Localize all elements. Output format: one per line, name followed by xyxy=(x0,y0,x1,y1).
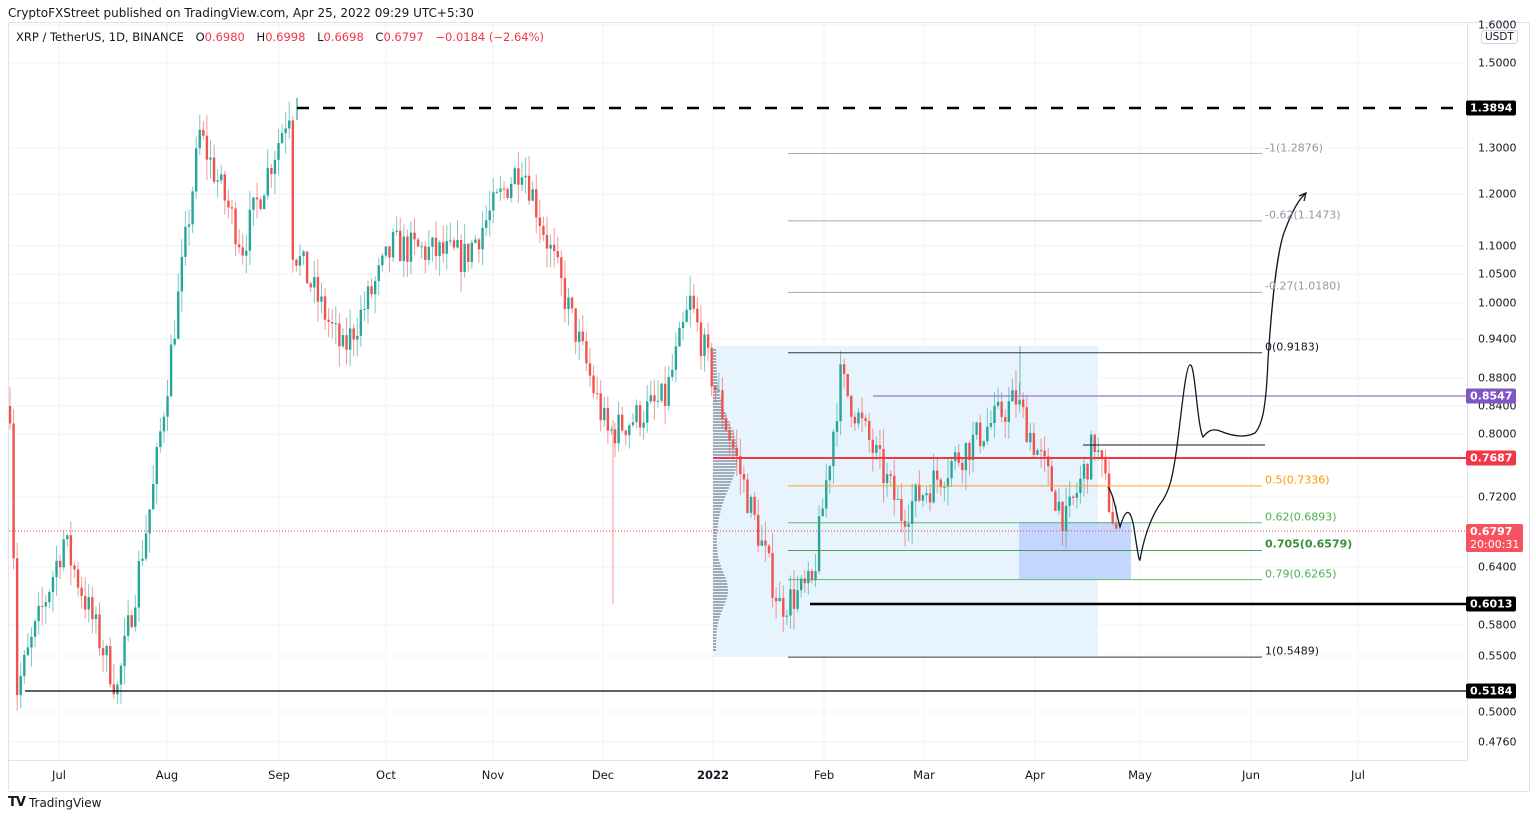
price-level-label: 1.3894 xyxy=(1466,100,1517,116)
price-level-label: 0.6013 xyxy=(1466,596,1517,612)
price-tick: 0.7200 xyxy=(1478,490,1517,504)
price-tick: 1.6000 xyxy=(1478,18,1517,32)
price-tick: 0.4760 xyxy=(1478,735,1517,749)
chart-frame xyxy=(8,22,1530,792)
bar-countdown: 20:00:31 xyxy=(1470,538,1520,551)
time-tick: Apr xyxy=(1025,768,1045,782)
time-tick: Mar xyxy=(913,768,935,782)
price-level-label: 0.8547 xyxy=(1466,388,1517,404)
price-level-label: 0.7687 xyxy=(1466,450,1517,466)
price-tick: 0.8000 xyxy=(1478,427,1517,441)
price-tick: 0.8800 xyxy=(1478,371,1517,385)
time-tick: Sep xyxy=(268,768,290,782)
time-tick: May xyxy=(1128,768,1152,782)
currency-badge[interactable]: USDT xyxy=(1481,30,1518,44)
symbol-legend: XRP / TetherUS, 1D, BINANCE O0.6980 H0.6… xyxy=(16,30,545,44)
fib-level-label: 0(0.9183) xyxy=(1265,340,1320,354)
low-value: 0.6698 xyxy=(323,30,364,44)
change-value: −0.0184 (−2.64%) xyxy=(435,30,545,44)
last-price-label: 0.6797 20:00:31 xyxy=(1466,524,1524,552)
time-tick: Feb xyxy=(813,768,835,782)
time-axis[interactable] xyxy=(9,760,1467,792)
price-tick: 1.0000 xyxy=(1478,296,1517,310)
fib-level-label: -0.62(1.1473) xyxy=(1265,208,1341,222)
tv-logo-icon: TV xyxy=(8,795,26,810)
fib-level-label: 0.62(0.6893) xyxy=(1265,510,1337,524)
close-value: 0.6797 xyxy=(383,30,424,44)
fib-level-label: 0.79(0.6265) xyxy=(1265,567,1337,581)
time-tick: Jun xyxy=(1242,768,1260,782)
symbol-name: XRP / TetherUS, 1D, BINANCE xyxy=(16,30,184,44)
fib-level-label: 0.705(0.6579) xyxy=(1265,537,1353,551)
time-tick: Dec xyxy=(591,768,615,782)
price-tick: 0.5000 xyxy=(1478,705,1517,719)
fib-level-label: 0.5(0.7336) xyxy=(1265,473,1330,487)
time-tick: Aug xyxy=(155,768,179,782)
last-price: 0.6797 xyxy=(1470,525,1513,538)
price-chart[interactable] xyxy=(9,23,1467,760)
price-tick: 1.5000 xyxy=(1478,56,1517,70)
time-tick: 2022 xyxy=(696,768,730,782)
time-tick: Jul xyxy=(52,768,66,782)
time-tick: Nov xyxy=(481,768,505,782)
level-lines xyxy=(9,106,1467,692)
time-tick: Oct xyxy=(376,768,396,782)
projection-path xyxy=(1107,191,1307,561)
price-tick: 1.1000 xyxy=(1478,239,1517,253)
price-tick: 0.6400 xyxy=(1478,560,1517,574)
high-value: 0.6998 xyxy=(265,30,306,44)
price-level-label: 0.5184 xyxy=(1466,683,1517,699)
time-tick: Jul xyxy=(1351,768,1365,782)
price-tick: 0.5800 xyxy=(1478,618,1517,632)
tradingview-logo[interactable]: TV TradingView xyxy=(8,795,102,810)
price-tick: 1.0500 xyxy=(1478,267,1517,281)
published-line: CryptoFXStreet published on TradingView.… xyxy=(8,6,474,20)
price-tick: 0.9400 xyxy=(1478,332,1517,346)
fib-level-label: -0.27(1.0180) xyxy=(1265,279,1341,293)
fib-level-label: -1(1.2876) xyxy=(1265,141,1324,154)
candlesticks xyxy=(9,98,1118,711)
price-tick: 0.5500 xyxy=(1478,649,1517,663)
fib-level-label: 1(0.5489) xyxy=(1265,644,1320,658)
open-value: 0.6980 xyxy=(204,30,245,44)
price-tick: 1.3000 xyxy=(1478,141,1517,155)
price-tick: 1.2000 xyxy=(1478,187,1517,201)
